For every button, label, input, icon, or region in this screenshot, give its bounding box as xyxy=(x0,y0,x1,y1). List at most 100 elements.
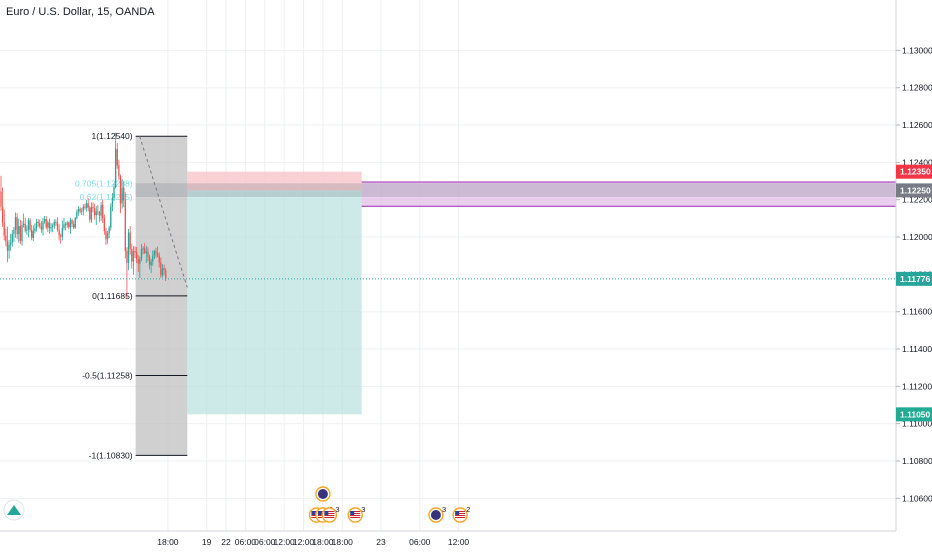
candle-body xyxy=(14,217,17,230)
fib-band xyxy=(135,183,896,197)
candle-body xyxy=(48,222,51,229)
candle-body xyxy=(137,259,139,264)
candle-body xyxy=(163,268,165,271)
time-tick-label: 12:00 xyxy=(293,537,315,547)
candle-body xyxy=(66,222,68,225)
price-tick-label: 1.12400 xyxy=(902,157,932,167)
candle-body xyxy=(100,204,102,216)
fib-level-label: 0(1.11685) xyxy=(92,291,133,301)
tv-logo-icon[interactable] xyxy=(3,499,25,521)
stop-zone xyxy=(187,171,362,191)
candle-body xyxy=(74,218,76,228)
candle-body xyxy=(129,232,131,250)
candles-layer xyxy=(0,132,167,300)
us-flag-stripe xyxy=(324,513,335,514)
us-flag-icon[interactable]: 2 xyxy=(452,505,470,523)
time-tick-label: 06:00 xyxy=(254,537,276,547)
overlay-layer xyxy=(0,136,896,288)
event-count: 2 xyxy=(466,505,470,514)
candle-body xyxy=(6,241,9,251)
price-label-text: 1.11050 xyxy=(900,409,931,419)
candle-body xyxy=(126,250,128,263)
time-tick-label: 18:00 xyxy=(312,537,334,547)
candle-body xyxy=(116,149,118,166)
time-tick-label: 12:00 xyxy=(274,537,296,547)
us-flag-stripe xyxy=(324,511,335,512)
candle-body xyxy=(27,220,30,230)
candle-body xyxy=(92,206,94,209)
candle-body xyxy=(147,251,149,257)
purple-zone xyxy=(361,181,896,207)
fib-level-label: -0.5(1.11258) xyxy=(82,371,133,381)
price-label-bg xyxy=(896,183,932,198)
eu-flag-icon[interactable]: 3 xyxy=(428,505,446,523)
candle-body xyxy=(79,209,81,212)
candle-body xyxy=(76,211,78,219)
time-tick-label: 06:00 xyxy=(235,537,257,547)
candle-body xyxy=(1,206,4,223)
price-tick-label: 1.11200 xyxy=(902,381,932,391)
us-flag-stripe xyxy=(324,517,335,518)
us-flag-stripe xyxy=(455,515,466,516)
candle-body xyxy=(158,255,160,263)
time-tick-label: 19 xyxy=(202,537,212,547)
fib-level-label: 0.705(1.12288) xyxy=(75,178,133,188)
candle-body xyxy=(51,225,54,227)
candle-body xyxy=(64,224,67,226)
candle-body xyxy=(39,223,41,227)
candle-body xyxy=(45,219,47,228)
price-label-text: 1.11776 xyxy=(900,274,931,284)
price-tick-label: 1.12000 xyxy=(902,232,932,242)
us-flag-stripe xyxy=(455,513,466,514)
candle-body xyxy=(108,227,110,234)
price-tick-label: 1.11600 xyxy=(902,307,932,317)
drawings-layer[interactable]: 1(1.12540) 0.705(1.12288) 0.62(1.12215) 0(1… xyxy=(75,131,896,460)
candle-body xyxy=(31,229,33,238)
candle-body xyxy=(132,251,135,262)
candle-body xyxy=(18,226,20,235)
candle-body xyxy=(82,206,85,211)
time-tick-label: 22 xyxy=(221,537,231,547)
candle-body xyxy=(140,248,143,260)
us-flag-canton xyxy=(455,511,460,515)
candle-body xyxy=(85,203,88,208)
price-tick-label: 1.10600 xyxy=(902,493,932,503)
price-label-gray: 1.12250 xyxy=(896,183,932,198)
candle-body xyxy=(10,242,12,245)
candle-body xyxy=(77,209,80,212)
us-flag-canton xyxy=(350,511,355,515)
eu-flag-fill xyxy=(430,510,441,520)
us-flag-canton xyxy=(324,511,329,515)
price-tick-label: 1.11400 xyxy=(902,344,932,354)
candle-body xyxy=(142,248,144,250)
candle-body xyxy=(42,221,44,230)
price-label-bg xyxy=(896,271,932,286)
candle-body xyxy=(81,210,83,212)
candle-body xyxy=(61,228,64,237)
us-flag-stripe xyxy=(350,515,361,516)
candle-body xyxy=(22,223,25,225)
us-flag-stripe xyxy=(350,511,361,512)
candle-body xyxy=(55,221,57,223)
candle-body xyxy=(113,187,115,199)
price-axis[interactable]: 1.13000 1.12800 1.12600 1.12400 1.12200 1.120… xyxy=(895,0,932,531)
candle-body xyxy=(11,234,13,243)
candle-body xyxy=(153,251,156,256)
us-flag-icon[interactable]: 3 xyxy=(321,505,340,523)
candle-body xyxy=(114,149,117,188)
us-flag-icon[interactable]: 3 xyxy=(347,505,365,523)
candle-body xyxy=(40,226,43,230)
time-tick-label: 18:00 xyxy=(157,537,179,547)
price-tick-label: 1.12600 xyxy=(902,120,932,130)
price-label-target: 1.11050 xyxy=(896,407,932,422)
candle-body xyxy=(24,223,26,231)
candle-body xyxy=(150,261,152,266)
eu-flag-icon[interactable] xyxy=(315,486,331,502)
candle-body xyxy=(8,244,10,251)
events-layer[interactable]: 23332 xyxy=(3,486,470,523)
fib-level-label: -1(1.10830) xyxy=(89,450,133,460)
candle-body xyxy=(5,235,7,242)
